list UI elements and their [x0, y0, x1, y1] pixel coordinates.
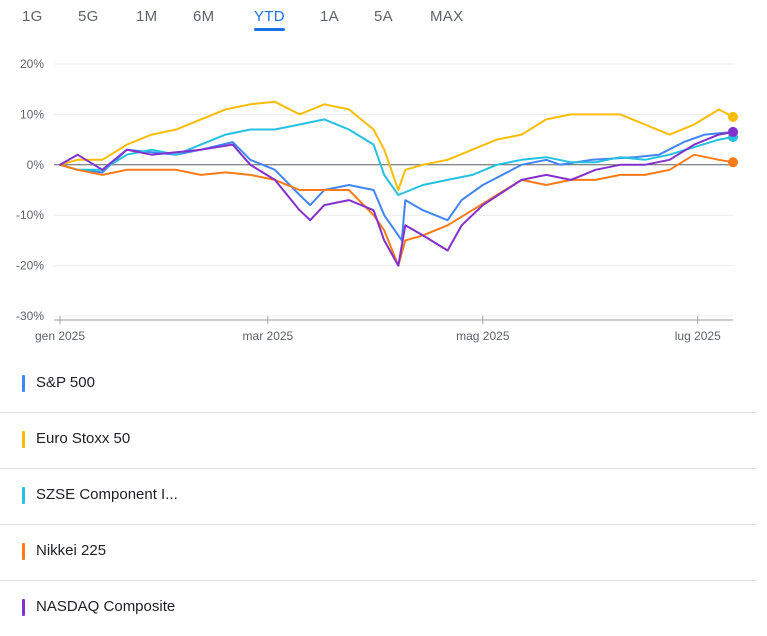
- range-tabs: 1G 5G 1M 6M YTD 1A 5A MAX: [0, 0, 767, 38]
- legend-item-sp500[interactable]: S&P 500: [0, 357, 757, 413]
- tab-1g[interactable]: 1G: [22, 8, 43, 25]
- x-tick-label: mag 2025: [456, 329, 510, 343]
- tab-6m[interactable]: 6M: [193, 8, 214, 25]
- legend-color-marker: [22, 487, 25, 504]
- tab-1m[interactable]: 1M: [136, 8, 157, 25]
- legend-color-marker: [22, 431, 25, 448]
- x-axis: gen 2025 mar 2025 mag 2025 lug 2025: [35, 316, 733, 343]
- series-line: [59, 100, 734, 191]
- series-line: [59, 153, 734, 267]
- series-end-marker: [728, 111, 738, 122]
- y-tick-label: -10%: [16, 208, 44, 222]
- legend-color-marker: [22, 599, 25, 616]
- tab-label: YTD: [254, 8, 285, 25]
- tab-ytd[interactable]: YTD: [254, 8, 285, 31]
- tab-label: MAX: [430, 8, 464, 25]
- y-tick-label: 20%: [20, 57, 44, 71]
- tab-label: 1M: [136, 8, 158, 25]
- legend-item-nasdaq-composite[interactable]: NASDAQ Composite: [0, 581, 757, 636]
- series-line: [59, 131, 734, 267]
- legend-label: NASDAQ Composite: [36, 598, 176, 615]
- legend: S&P 500 Euro Stoxx 50 SZSE Component I..…: [0, 357, 757, 636]
- legend-item-szse-component[interactable]: SZSE Component I...: [0, 469, 757, 525]
- y-tick-label: -30%: [16, 309, 44, 323]
- x-tick-label: mar 2025: [243, 329, 294, 343]
- series-lines: [59, 100, 738, 267]
- legend-item-nikkei-225[interactable]: Nikkei 225: [0, 525, 757, 581]
- series-line: [59, 118, 734, 196]
- y-tick-label: 0%: [27, 158, 45, 172]
- grid-layer: 20% 10% 0% -10% -20% -30%: [16, 57, 733, 323]
- tab-label: 5A: [374, 8, 393, 25]
- tab-label: 6M: [193, 8, 215, 25]
- tab-5a[interactable]: 5A: [374, 8, 393, 25]
- tab-1a[interactable]: 1A: [320, 8, 339, 25]
- tab-label: 1G: [22, 8, 43, 25]
- legend-label: Euro Stoxx 50: [36, 430, 131, 447]
- tab-max[interactable]: MAX: [430, 8, 463, 25]
- tab-label: 5G: [78, 8, 99, 25]
- tab-label: 1A: [320, 8, 339, 25]
- legend-color-marker: [22, 543, 25, 560]
- tab-5g[interactable]: 5G: [78, 8, 99, 25]
- y-tick-label: -20%: [16, 259, 44, 273]
- legend-item-euro-stoxx-50[interactable]: Euro Stoxx 50: [0, 413, 757, 469]
- series-end-marker: [728, 127, 738, 138]
- x-tick-label: lug 2025: [675, 329, 721, 343]
- legend-color-marker: [22, 375, 25, 392]
- legend-label: S&P 500: [36, 374, 95, 391]
- x-tick-label: gen 2025: [35, 329, 85, 343]
- series-end-marker: [728, 157, 738, 168]
- comparison-line-chart[interactable]: 20% 10% 0% -10% -20% -30% gen 2025 mar 2025 mag…: [0, 40, 767, 352]
- active-tab-indicator: [254, 28, 285, 31]
- legend-label: SZSE Component I...: [36, 486, 178, 503]
- legend-label: Nikkei 225: [36, 542, 107, 559]
- y-tick-label: 10%: [20, 107, 44, 121]
